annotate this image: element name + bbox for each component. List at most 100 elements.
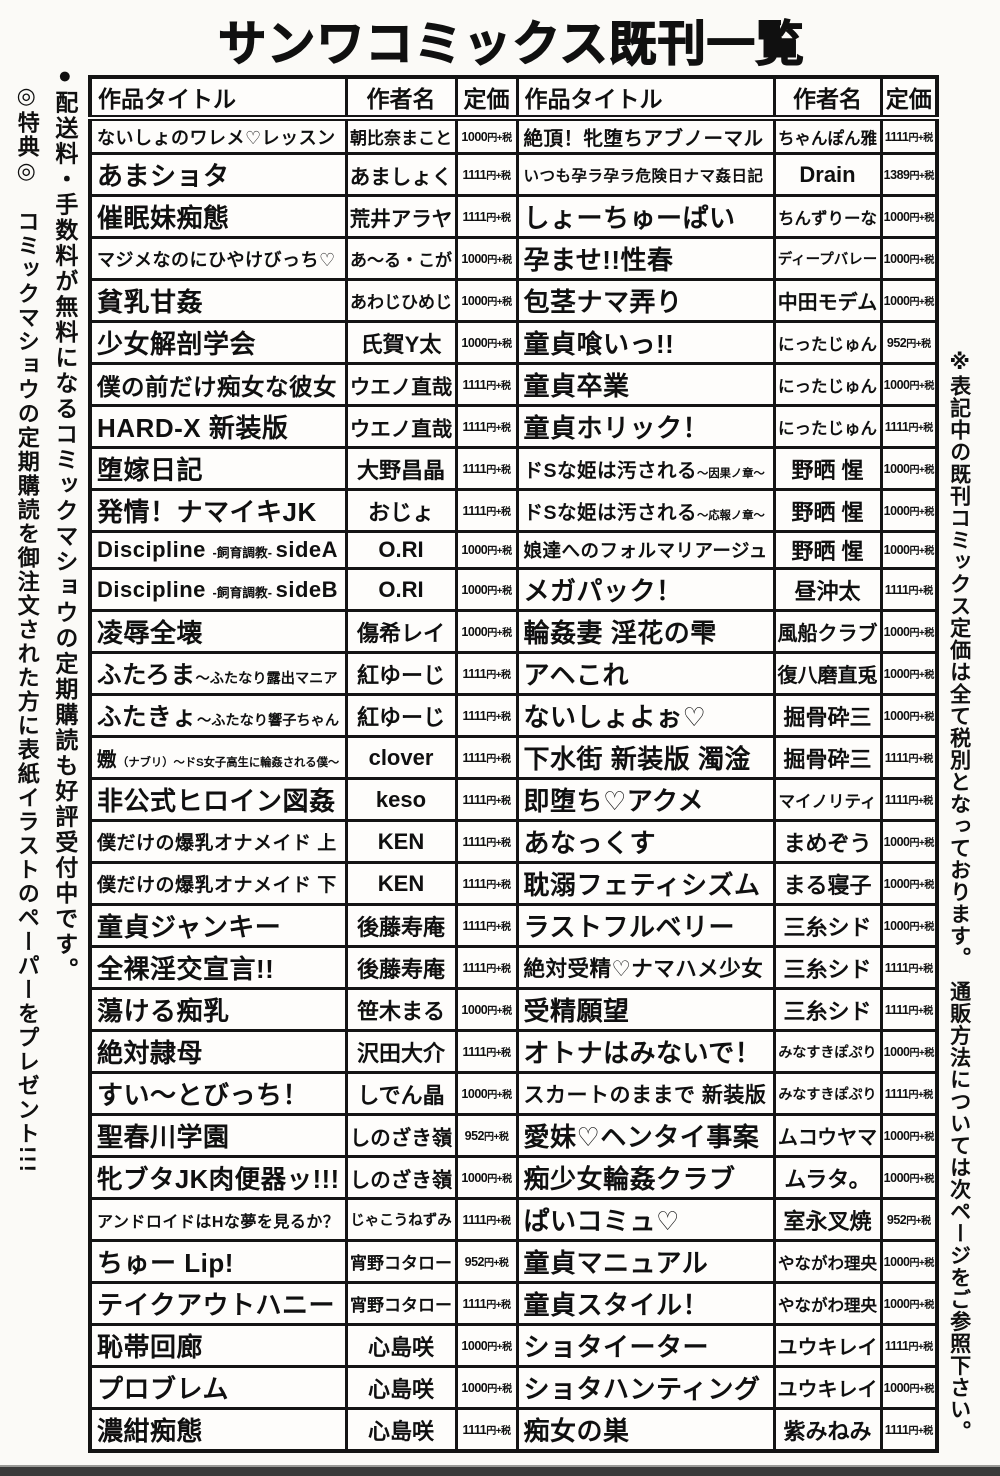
title-text: 催眠妹痴態 [97, 203, 230, 233]
title-text: 嫐 [97, 749, 118, 771]
title-cell: 輪姦妻 淫花の雫 [515, 609, 776, 654]
price-tax-suffix: 円+税 [486, 669, 511, 681]
title-cell: 娘達へのフォルマリアージュ [515, 530, 776, 570]
title-cell: テイクアウトハニー [88, 1281, 348, 1326]
title-cell: 痴女の巣 [515, 1407, 776, 1453]
table-row: 催眠妹痴態 荒井アラヤ 1111円+税 しょーちゅーぱい ちんずりーな 1000… [88, 194, 939, 239]
price-amount: 1000 [461, 1380, 488, 1395]
price-amount: 1000 [461, 1002, 488, 1017]
title-cell: スカートのままで 新装版 [515, 1071, 776, 1116]
price-cell: 1111円+税 [879, 987, 939, 1032]
author-cell: 三糸シド [772, 987, 883, 1032]
title-cell: 下水街 新装版 濁淦 [515, 735, 776, 780]
title-cell: 僕の前だけ痴女な彼女 [88, 362, 348, 407]
author-cell: しでん晶 [344, 1071, 458, 1116]
price-cell: 1111円+税 [454, 777, 519, 822]
table-row: Discipline -飼育調教- sideB O.RI 1000円+税 メガパ… [88, 567, 939, 612]
price-cell: 1111円+税 [879, 116, 939, 155]
author-cell: あ〜る・こが [344, 236, 458, 281]
price-amount: 1111 [884, 582, 909, 597]
title-text: ちゅー Lip! [97, 1248, 234, 1278]
title-text: あなっくす [523, 828, 657, 858]
price-tax-suffix: 円+税 [908, 585, 933, 597]
author-cell: O.RI [344, 567, 458, 612]
table-row: ふたろま〜ふたなり露出マニア 紅ゆーじ 1111円+税 アヘこれ 復八磨直兎 1… [88, 651, 939, 696]
price-tax-suffix: 円+税 [486, 711, 511, 723]
price-tax-suffix: 円+税 [486, 1425, 511, 1437]
title-cell: 発情！ナマイキJK [88, 488, 348, 533]
title-subtitle: 〜応報ノ章〜 [697, 510, 765, 522]
title-text: 童貞ホリック！ [523, 413, 710, 443]
price-tax-suffix: 円+税 [909, 546, 934, 557]
title-text: ドSな姫は汚される [523, 502, 698, 524]
title-text: メガパック！ [523, 576, 683, 606]
price-cell: 1111円+税 [454, 404, 519, 449]
author-cell: Drain [772, 152, 883, 197]
price-tax-suffix: 円+税 [486, 753, 511, 765]
title-cell: ぱいコミュ♡ [515, 1197, 776, 1242]
price-amount: 1111 [462, 1212, 487, 1227]
title-cell: 絶対隷母 [88, 1029, 348, 1074]
price-amount: 1111 [462, 419, 487, 434]
price-cell: 1111円+税 [454, 861, 519, 906]
price-tax-suffix: 円+税 [906, 338, 931, 350]
table-row: 非公式ヒロイン図姦 keso 1111円+税 即堕ち♡アクメ マイノリティ 11… [88, 777, 939, 822]
price-cell: 1000円+税 [879, 236, 939, 281]
price-cell: 1000円+税 [879, 903, 939, 948]
title-text: 蕩ける痴乳 [97, 996, 230, 1026]
author-cell: 氏賀Y太 [344, 320, 458, 365]
title-text: 発情！ナマイキJK [97, 497, 317, 527]
price-amount: 1111 [462, 708, 487, 723]
author-cell: やながわ理央 [772, 1281, 883, 1326]
table-row: 凌辱全壊 傷希レイ 1000円+税 輪姦妻 淫花の雫 風船クラブ 1000円+税 [88, 609, 939, 654]
header-price-left: 定価 [454, 75, 519, 121]
title-subtitle: （ナブリ）〜ドS女子高生に輪姦される僕〜 [117, 757, 340, 769]
table-row: ふたきょ〜ふたなり響子ちゃん 紅ゆーじ 1111円+税 ないしょよぉ♡ 掘骨砕三… [88, 693, 939, 738]
price-amount: 1389 [883, 167, 910, 182]
price-tax-suffix: 円+税 [908, 963, 933, 975]
title-text: 包茎ナマ弄り [523, 287, 683, 317]
price-tax-suffix: 円+税 [908, 795, 933, 807]
title-text: スカートのままで 新装版 [523, 1083, 767, 1107]
price-amount: 1111 [462, 750, 487, 765]
price-cell: 1000円+税 [454, 320, 519, 365]
title-text: 恥帯回廊 [97, 1332, 204, 1362]
author-cell: 沢田大介 [344, 1029, 458, 1074]
author-cell: 心島咲 [344, 1365, 458, 1410]
side-note-subscription-bonus: ◎特典◎ コミックマショウの定期購読を御注文された方に表紙イラストのペーパーをプ… [14, 84, 40, 1174]
price-cell: 1111円+税 [454, 693, 519, 738]
title-text: 少女解剖学会 [97, 329, 257, 359]
author-cell: ちゃんぽん雅 [772, 116, 883, 155]
price-amount: 1000 [883, 1044, 910, 1059]
price-tax-suffix: 円+税 [487, 546, 512, 557]
price-cell: 1000円+税 [879, 530, 939, 570]
author-cell: 昼沖太 [772, 567, 883, 612]
table-row: プロブレム 心島咲 1000円+税 ショタハンティング ユウキレイ 1000円+… [88, 1365, 939, 1410]
price-cell: 1111円+税 [879, 567, 939, 612]
title-text: 僕だけの爆乳オナメイド 下 [97, 875, 337, 896]
price-cell: 1000円+税 [879, 278, 939, 323]
price-tax-suffix: 円+税 [487, 1173, 512, 1185]
title-cell: 僕だけの爆乳オナメイド 上 [88, 819, 348, 864]
title-text: 受精願望 [523, 996, 630, 1026]
table-row: 僕だけの爆乳オナメイド 上 KEN 1111円+税 あなっくす まめぞう 100… [88, 819, 939, 864]
title-cell: 絶頂！牝堕ちアブノーマル [515, 116, 776, 155]
table-row: すい〜とびっち！ しでん晶 1000円+税 スカートのままで 新装版 みなすきぽ… [88, 1071, 939, 1116]
title-cell: 包茎ナマ弄り [515, 278, 776, 323]
price-cell: 1000円+税 [454, 567, 519, 612]
price-cell: 1000円+税 [454, 1071, 519, 1116]
header-row: 作品タイトル 作者名 定価 作品タイトル 作者名 定価 [88, 75, 939, 121]
table-row: ちゅー Lip! 宵野コタロー 952円+税 童貞マニュアル やながわ理央 10… [88, 1239, 939, 1284]
author-cell: 笹木まる [344, 987, 458, 1032]
price-cell: 1000円+税 [454, 116, 519, 155]
price-amount: 1000 [883, 834, 910, 849]
price-amount: 1000 [883, 1128, 910, 1143]
price-amount: 1000 [461, 129, 488, 144]
price-amount: 1000 [883, 1380, 910, 1395]
price-cell: 952円+税 [879, 1197, 939, 1242]
header-title-right: 作品タイトル [515, 75, 776, 121]
author-cell: まめぞう [772, 819, 883, 864]
price-amount: 1000 [461, 624, 488, 639]
table-row: 僕だけの爆乳オナメイド 下 KEN 1111円+税 耽溺フェティシズム まる寝子… [88, 861, 939, 906]
price-cell: 1111円+税 [454, 1029, 519, 1074]
